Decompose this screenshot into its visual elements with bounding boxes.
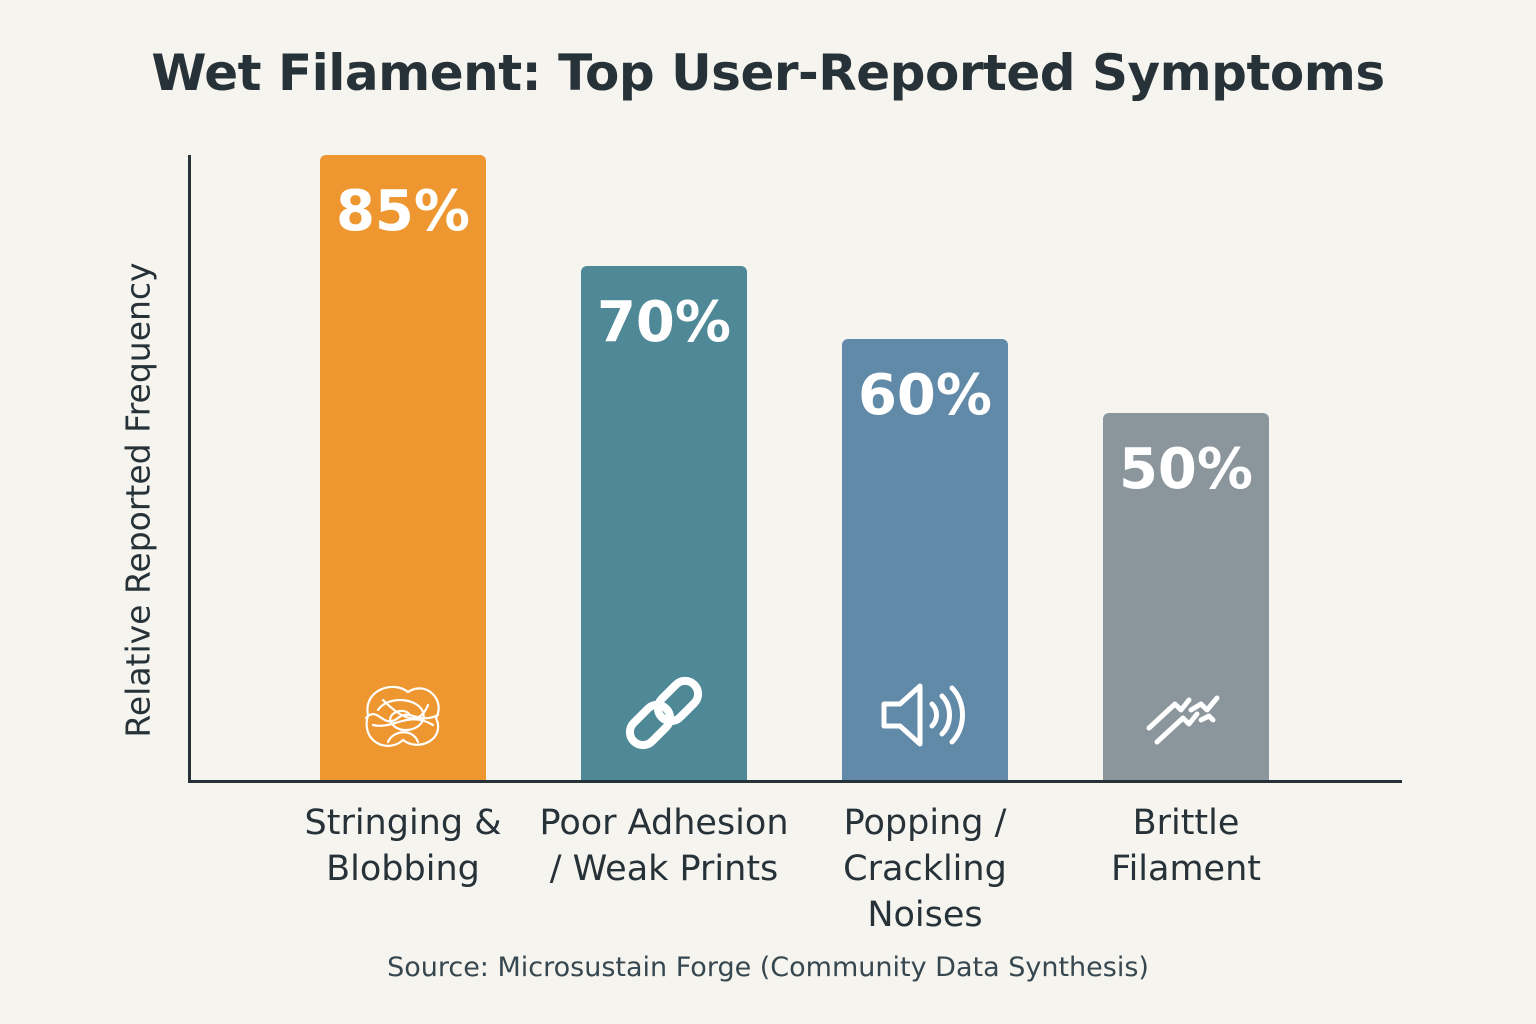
category-label-4: Brittle Filament bbox=[1110, 803, 1261, 889]
bar-value-label-1: 85% bbox=[335, 179, 471, 245]
bar-value-label-2: 70% bbox=[596, 289, 732, 355]
broken-filament-icon bbox=[1131, 670, 1241, 760]
y-axis-line bbox=[188, 155, 191, 782]
bar-3 bbox=[842, 339, 1008, 780]
category-label-3: Popping / Crackling Noises bbox=[843, 803, 1007, 935]
source-note: Source: Microsustain Forge (Community Da… bbox=[387, 952, 1149, 983]
bar-value-label-3: 60% bbox=[857, 363, 993, 428]
x-axis-line bbox=[188, 780, 1402, 783]
category-label-1: Stringing & Blobbing bbox=[304, 803, 502, 889]
y-axis-label: Relative Reported Frequency bbox=[118, 262, 158, 738]
bar-value-label-4: 50% bbox=[1118, 436, 1254, 502]
chain-link-icon bbox=[609, 670, 719, 760]
category-label-2: Poor Adhesion / Weak Prints bbox=[539, 803, 789, 889]
speaker-sound-icon bbox=[870, 670, 980, 760]
tangled-string-icon bbox=[348, 670, 458, 760]
chart-title: Wet Filament: Top User-Reported Symptoms bbox=[151, 44, 1385, 102]
bar-1 bbox=[320, 155, 486, 780]
